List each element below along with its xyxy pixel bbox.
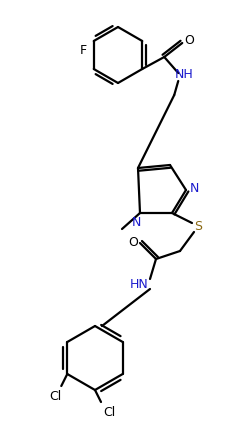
Text: Cl: Cl: [103, 405, 115, 418]
Text: S: S: [194, 220, 202, 234]
Text: O: O: [184, 34, 194, 47]
Text: Cl: Cl: [49, 390, 61, 402]
Text: N: N: [131, 215, 141, 229]
Text: F: F: [80, 45, 87, 58]
Text: N: N: [189, 182, 199, 195]
Text: O: O: [128, 235, 138, 248]
Text: HN: HN: [130, 279, 148, 292]
Text: NH: NH: [175, 69, 194, 81]
